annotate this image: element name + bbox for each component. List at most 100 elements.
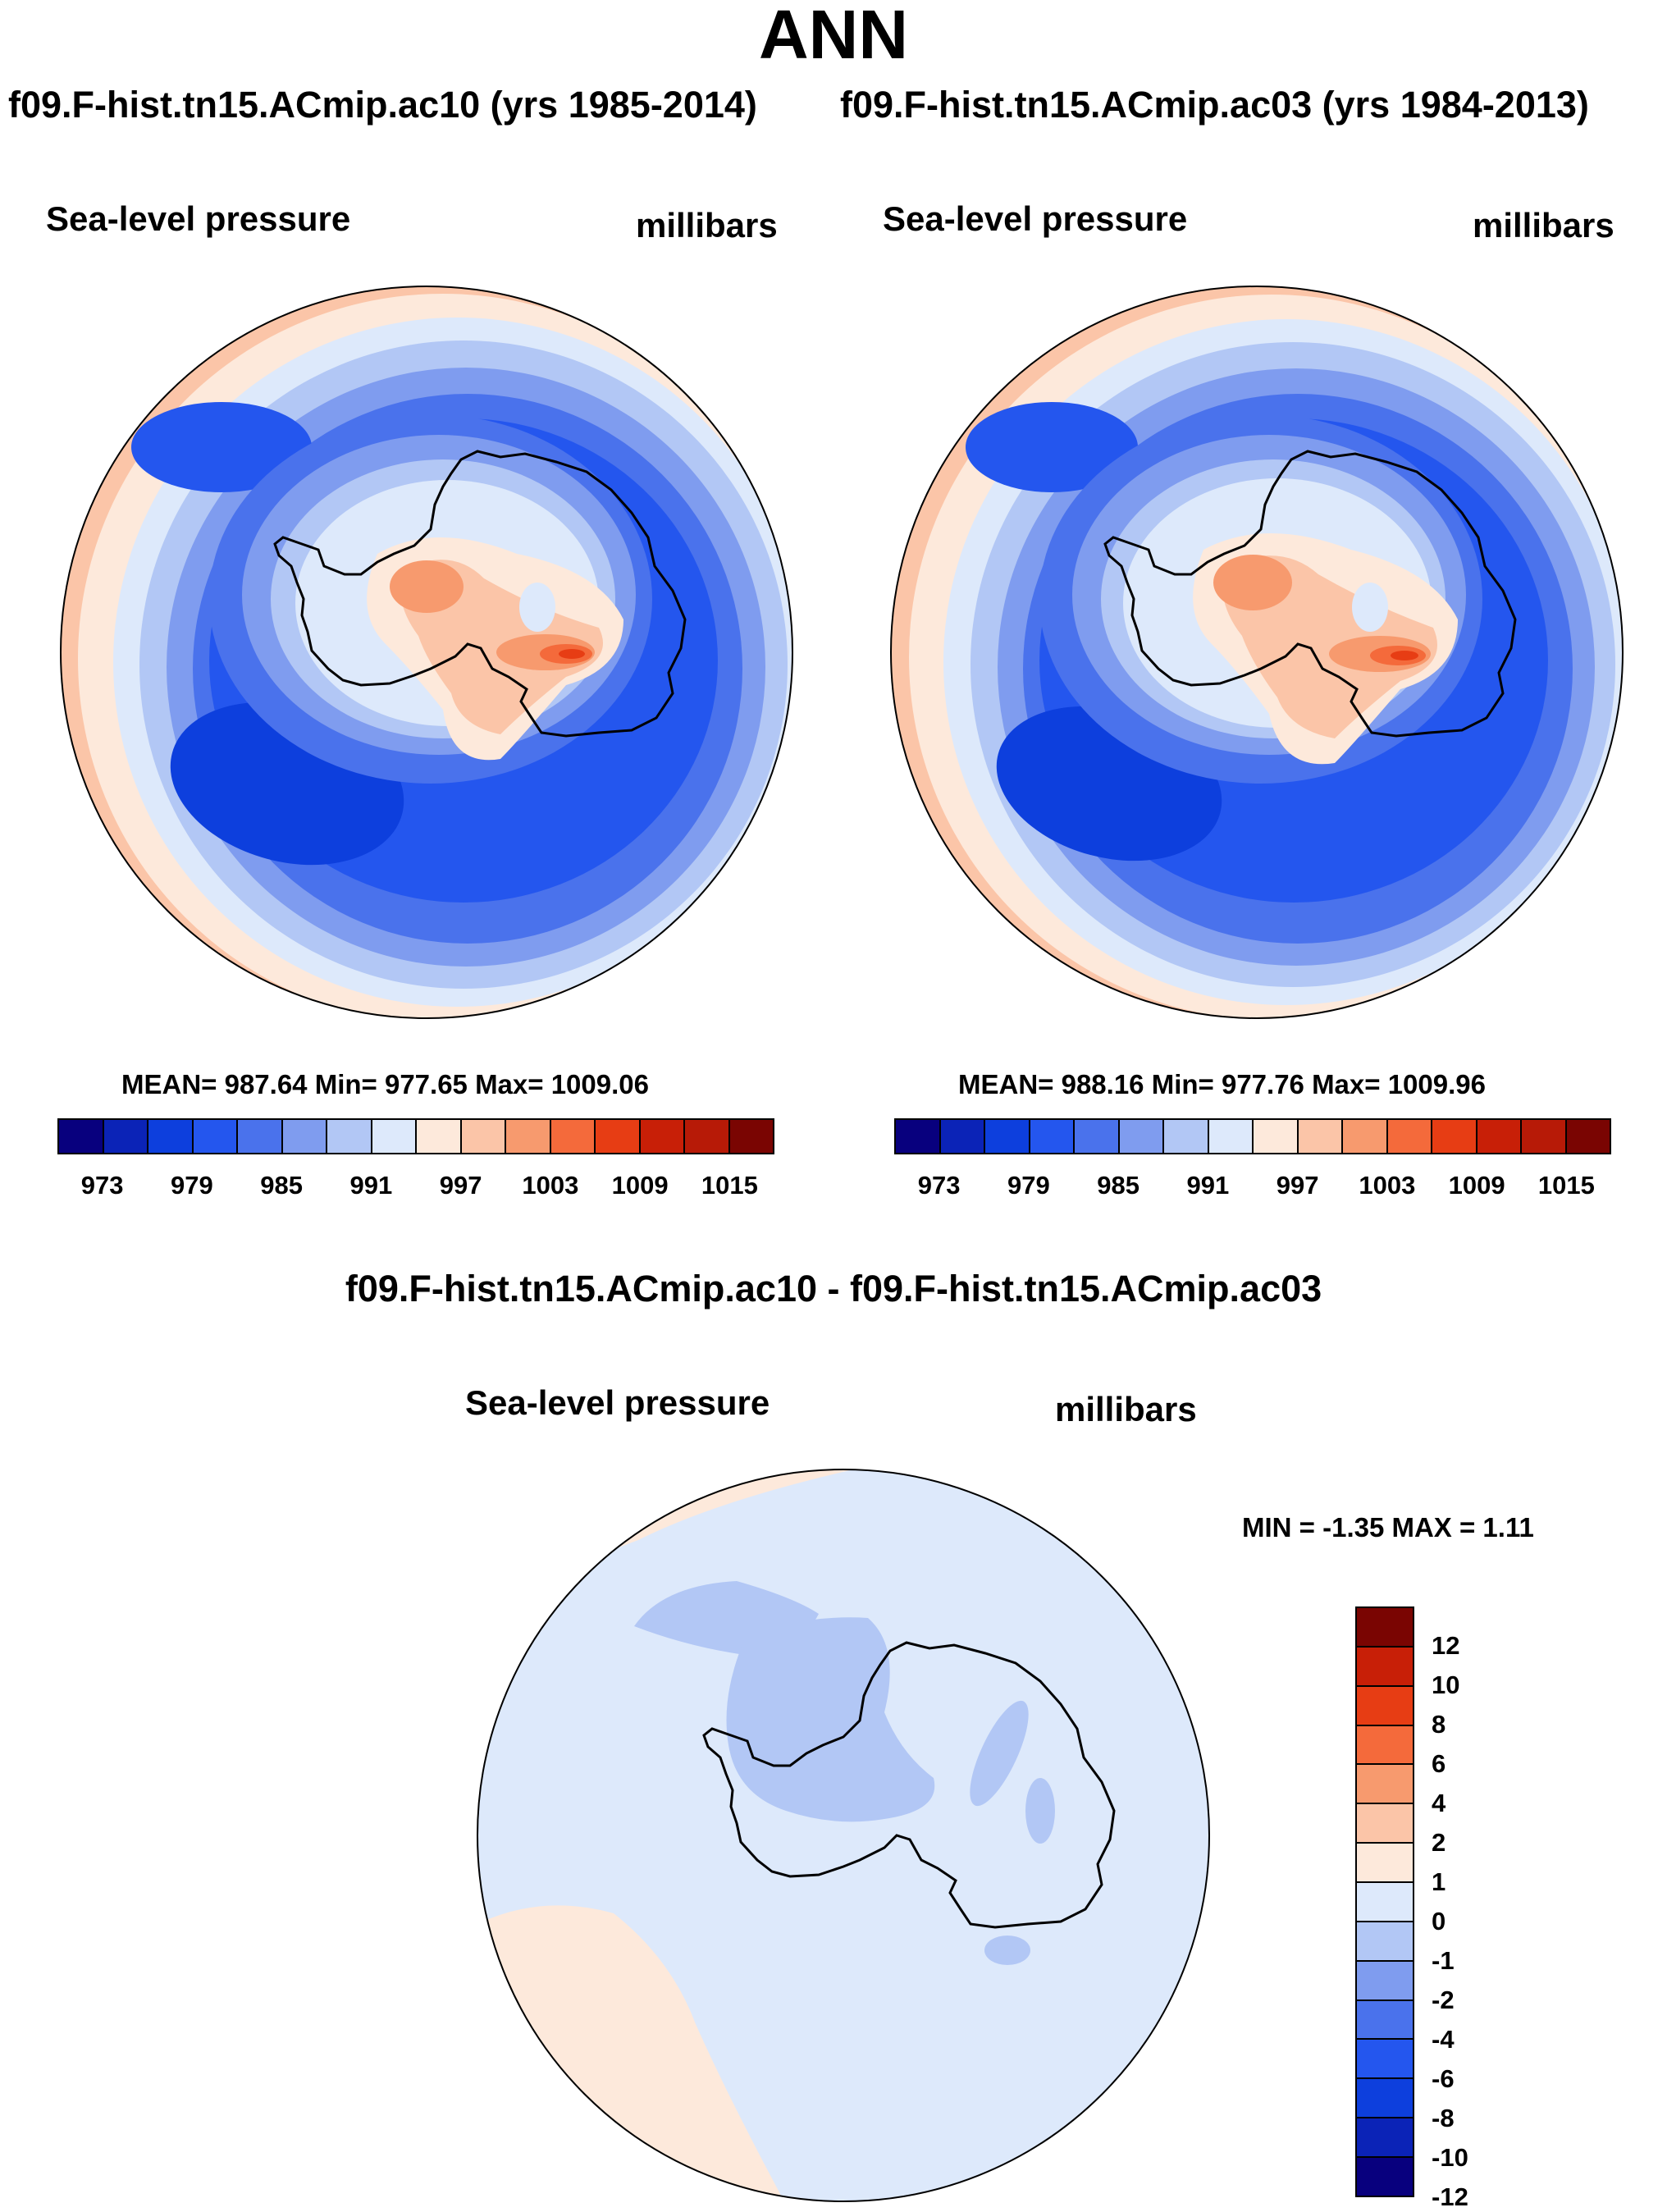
left-case-subtitle: f09.F-hist.tn15.ACmip.ac10 (yrs 1985-201… — [8, 84, 757, 126]
colorbar-tick-label: 12 — [1432, 1631, 1460, 1660]
colorbar-tick-label: 1015 — [1537, 1171, 1595, 1200]
diff-colorbar-ticks: 12 10 8 6 4 2 1 0 -1 -2 -4 -6 -8 -10 -12 — [1432, 1606, 1514, 2211]
colorbar-tick-label: 991 — [349, 1171, 393, 1200]
colorbar-segment — [1357, 2040, 1413, 2080]
colorbar-segment — [1357, 1647, 1413, 1687]
colorbar-segment — [1357, 1844, 1413, 1884]
colorbar-segment — [1522, 1120, 1567, 1153]
colorbar-segment — [729, 1120, 773, 1153]
right-panel-label: Sea-level pressure — [883, 199, 1188, 238]
colorbar-tick-label: 8 — [1432, 1710, 1446, 1739]
colorbar-segment — [640, 1120, 685, 1153]
colorbar-tick-label: 985 — [260, 1171, 303, 1200]
left-colorbar-ticks: 973 979 985 991 997 1003 1009 1015 — [57, 1171, 774, 1204]
colorbar-segment — [327, 1120, 372, 1153]
colorbar-segment — [1357, 1922, 1413, 1962]
colorbar-segment — [103, 1120, 148, 1153]
colorbar-segment — [1164, 1120, 1209, 1153]
right-panel-stats: MEAN= 988.16 Min= 977.76 Max= 1009.96 — [958, 1069, 1486, 1099]
colorbar-tick-label: 997 — [1276, 1171, 1319, 1200]
colorbar-segment — [1343, 1120, 1388, 1153]
right-panel-units: millibars — [1473, 206, 1614, 245]
colorbar-segment — [1566, 1120, 1610, 1153]
left-polar-map — [60, 286, 793, 1019]
colorbar-segment — [1298, 1120, 1343, 1153]
colorbar-segment — [550, 1120, 596, 1153]
colorbar-tick-label: 6 — [1432, 1749, 1446, 1778]
colorbar-tick-label: -12 — [1432, 2182, 1468, 2211]
colorbar-tick-label: -8 — [1432, 2104, 1455, 2132]
colorbar-tick-label: -1 — [1432, 1946, 1455, 1975]
colorbar-tick-label: 4 — [1432, 1789, 1446, 1817]
colorbar-segment — [1357, 2118, 1413, 2159]
colorbar-tick-label: -4 — [1432, 2025, 1455, 2054]
colorbar-segment — [1357, 1608, 1413, 1648]
colorbar-segment — [1075, 1120, 1120, 1153]
colorbar-tick-label: 973 — [80, 1171, 124, 1200]
colorbar-tick-label: 2 — [1432, 1828, 1446, 1857]
colorbar-tick-label: -6 — [1432, 2064, 1455, 2093]
figure-title: ANN — [759, 0, 908, 73]
left-panel-units: millibars — [636, 206, 778, 245]
colorbar-segment — [1387, 1120, 1432, 1153]
colorbar-tick-label: -2 — [1432, 1986, 1455, 2014]
colorbar-segment — [372, 1120, 417, 1153]
colorbar-segment — [1357, 1765, 1413, 1805]
colorbar-tick-label: 979 — [1007, 1171, 1050, 1200]
colorbar-segment — [1208, 1120, 1254, 1153]
colorbar-segment — [896, 1120, 941, 1153]
colorbar-tick-label: 973 — [917, 1171, 961, 1200]
diff-panel-label: Sea-level pressure — [465, 1383, 770, 1422]
colorbar-segment — [1357, 1804, 1413, 1844]
colorbar-segment — [1357, 2158, 1413, 2196]
colorbar-tick-label: 1009 — [611, 1171, 669, 1200]
right-case-subtitle: f09.F-hist.tn15.ACmip.ac03 (yrs 1984-201… — [840, 84, 1589, 126]
colorbar-segment — [461, 1120, 506, 1153]
difference-polar-map — [477, 1469, 1210, 2202]
colorbar-tick-label: 1003 — [1359, 1171, 1416, 1200]
colorbar-segment — [596, 1120, 641, 1153]
colorbar-segment — [1357, 2079, 1413, 2119]
colorbar-segment — [417, 1120, 462, 1153]
diff-colorbar — [1355, 1606, 1414, 2197]
colorbar-segment — [1477, 1120, 1522, 1153]
left-colorbar — [57, 1118, 774, 1154]
colorbar-segment — [148, 1120, 194, 1153]
right-colorbar — [894, 1118, 1611, 1154]
colorbar-tick-label: 979 — [171, 1171, 213, 1200]
colorbar-tick-label: 985 — [1097, 1171, 1139, 1200]
difference-title: f09.F-hist.tn15.ACmip.ac10 - f09.F-hist.… — [345, 1268, 1322, 1309]
left-panel-stats: MEAN= 987.64 Min= 977.65 Max= 1009.06 — [121, 1069, 649, 1099]
colorbar-segment — [282, 1120, 327, 1153]
colorbar-segment — [940, 1120, 985, 1153]
colorbar-segment — [1357, 1725, 1413, 1766]
left-panel-label: Sea-level pressure — [46, 199, 351, 238]
colorbar-segment — [1357, 1961, 1413, 2001]
colorbar-segment — [985, 1120, 1030, 1153]
colorbar-segment — [1119, 1120, 1164, 1153]
colorbar-tick-label: 1009 — [1448, 1171, 1505, 1200]
colorbar-tick-label: 997 — [439, 1171, 482, 1200]
colorbar-tick-label: 1 — [1432, 1867, 1446, 1896]
colorbar-segment — [1254, 1120, 1299, 1153]
colorbar-tick-label: 1003 — [522, 1171, 579, 1200]
colorbar-segment — [59, 1120, 104, 1153]
colorbar-segment — [685, 1120, 730, 1153]
colorbar-segment — [1357, 2000, 1413, 2041]
colorbar-segment — [1432, 1120, 1477, 1153]
diff-panel-units: millibars — [1055, 1390, 1197, 1428]
right-colorbar-ticks: 973 979 985 991 997 1003 1009 1015 — [894, 1171, 1611, 1204]
colorbar-segment — [506, 1120, 551, 1153]
colorbar-segment — [1357, 1883, 1413, 1922]
colorbar-tick-label: 10 — [1432, 1670, 1460, 1699]
colorbar-segment — [193, 1120, 238, 1153]
colorbar-segment — [238, 1120, 283, 1153]
right-polar-map — [890, 286, 1624, 1019]
colorbar-tick-label: 991 — [1186, 1171, 1230, 1200]
diff-panel-stats: MIN = -1.35 MAX = 1.11 — [1242, 1512, 1534, 1542]
colorbar-tick-label: 1015 — [701, 1171, 758, 1200]
colorbar-tick-label: -10 — [1432, 2143, 1468, 2172]
colorbar-tick-label: 0 — [1432, 1907, 1446, 1936]
colorbar-segment — [1030, 1120, 1075, 1153]
colorbar-segment — [1357, 1686, 1413, 1726]
